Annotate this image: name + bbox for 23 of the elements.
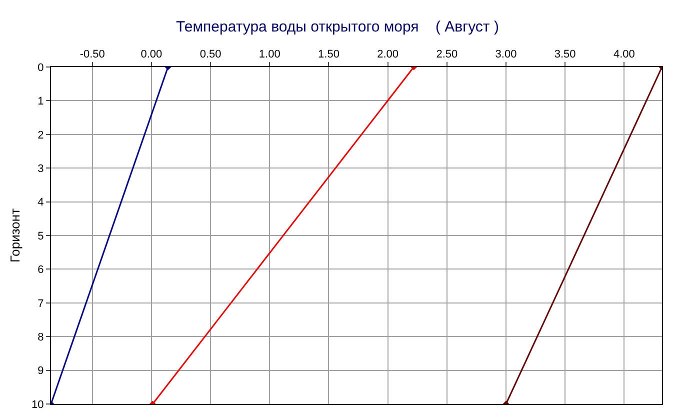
- y-tick-label: 10: [32, 398, 44, 411]
- x-tick-label: 2.50: [436, 48, 458, 61]
- y-tick-label: 4: [38, 196, 44, 209]
- x-tick-label: 1.50: [318, 48, 340, 61]
- chart-title: Температура воды открытого моря ( Август ): [176, 18, 499, 36]
- x-tick-label: 3.00: [495, 48, 517, 61]
- x-tick-label: 1.00: [258, 48, 280, 61]
- x-tick-label: 0.50: [200, 48, 222, 61]
- x-tick-label: 3.50: [554, 48, 576, 61]
- x-tick-label: 4.00: [613, 48, 635, 61]
- y-tick-label: 3: [38, 162, 44, 175]
- x-tick-label: -0.50: [80, 48, 105, 61]
- y-tick-label: 1: [38, 96, 44, 108]
- x-tick-label: 0.00: [140, 48, 162, 61]
- y-tick-label: 7: [38, 298, 44, 310]
- y-tick-label: 8: [38, 331, 44, 344]
- y-tick-label: 2: [38, 129, 44, 142]
- y-tick-label: 9: [38, 365, 44, 378]
- y-tick-label: 6: [38, 264, 44, 276]
- x-tick-label: 2.00: [377, 48, 399, 61]
- y-axis-title: Горизонт: [8, 208, 22, 263]
- y-tick-label: 5: [38, 230, 44, 242]
- y-tick-label: 0: [38, 62, 44, 74]
